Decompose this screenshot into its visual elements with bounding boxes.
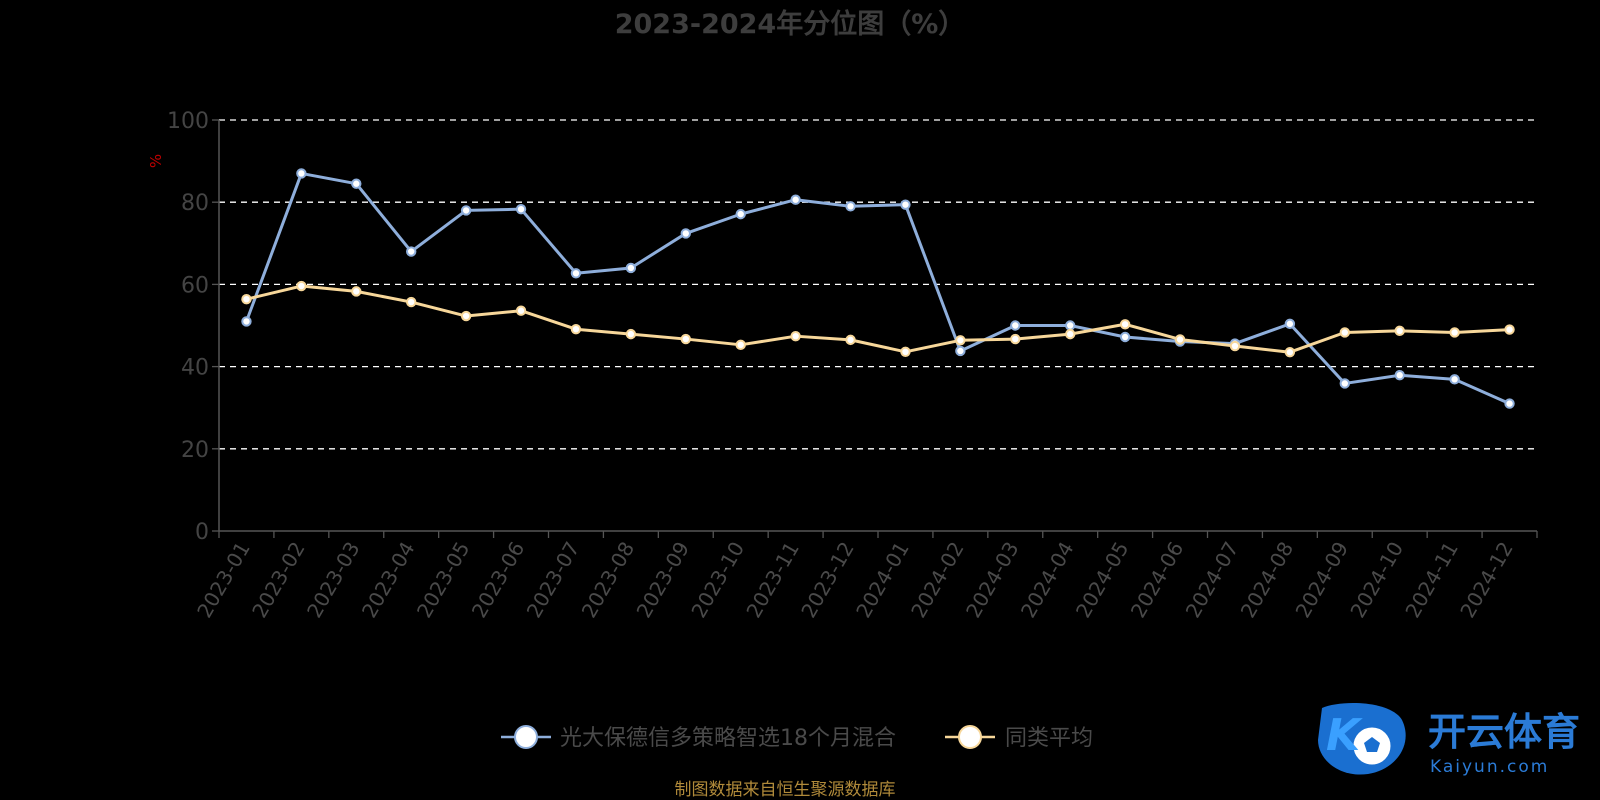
y-tick-label: 100 bbox=[167, 109, 209, 134]
data-point[interactable] bbox=[955, 345, 966, 357]
data-point[interactable] bbox=[625, 262, 637, 274]
x-tick-label: 2024-06 bbox=[1126, 538, 1189, 622]
data-point[interactable] bbox=[515, 203, 527, 215]
chart-title: 2023-2024年分位图（%） bbox=[615, 8, 966, 40]
x-tick-label: 2023-02 bbox=[247, 538, 310, 622]
data-point[interactable] bbox=[1065, 328, 1076, 340]
x-tick-label: 2024-01 bbox=[851, 538, 914, 622]
data-point[interactable] bbox=[1119, 331, 1131, 343]
axes: 0 20 40 60 80 100 2023-012023-022023-032023-04… bbox=[167, 109, 1538, 622]
data-point[interactable] bbox=[1010, 320, 1021, 331]
data-point[interactable] bbox=[1339, 327, 1350, 338]
data-point[interactable] bbox=[845, 201, 856, 212]
data-point[interactable] bbox=[1174, 334, 1186, 345]
x-tick-label: 2024-12 bbox=[1455, 538, 1518, 622]
data-point[interactable] bbox=[241, 293, 252, 305]
legend[interactable]: 光大保德信多策略智选18个月混合 同类平均 bbox=[501, 725, 1093, 751]
data-point[interactable] bbox=[1065, 320, 1076, 331]
data-point[interactable] bbox=[351, 178, 362, 189]
x-tick-label: 2023-11 bbox=[741, 538, 804, 622]
x-tick-label: 2023-01 bbox=[192, 538, 255, 622]
data-point[interactable] bbox=[296, 168, 307, 179]
x-tick-label: 2024-11 bbox=[1400, 538, 1463, 622]
data-point[interactable] bbox=[790, 194, 801, 205]
x-tick-label: 2024-05 bbox=[1071, 538, 1134, 622]
data-point[interactable] bbox=[351, 286, 362, 297]
x-tick-label: 2023-07 bbox=[522, 538, 585, 622]
grid-lines bbox=[219, 119, 1537, 450]
data-point[interactable] bbox=[735, 339, 746, 351]
x-tick-label: 2023-12 bbox=[796, 538, 859, 622]
data-point[interactable] bbox=[680, 228, 691, 239]
data-point[interactable] bbox=[1504, 324, 1515, 335]
data-point[interactable] bbox=[845, 334, 856, 346]
x-tick-label: 2024-07 bbox=[1181, 538, 1244, 622]
data-point[interactable] bbox=[1449, 327, 1460, 338]
x-tick-label: 2024-04 bbox=[1016, 538, 1079, 622]
watermark-brand: 开云体育 bbox=[1428, 710, 1580, 754]
data-point[interactable] bbox=[1119, 319, 1131, 330]
x-tick-label: 2023-09 bbox=[632, 538, 695, 622]
x-tick-label: 2024-10 bbox=[1345, 538, 1408, 622]
data-point[interactable] bbox=[460, 310, 472, 322]
data-source-note: 制图数据来自恒生聚源数据库 bbox=[675, 780, 896, 800]
legend-marker-icon bbox=[514, 725, 538, 749]
data-point[interactable] bbox=[900, 346, 911, 358]
y-tick-label: 40 bbox=[181, 356, 209, 381]
x-tick-label: 2023-10 bbox=[686, 538, 749, 622]
x-tick-label: 2023-03 bbox=[302, 538, 365, 622]
y-axis-label: % bbox=[147, 154, 165, 168]
data-point[interactable] bbox=[1449, 374, 1460, 385]
series-line-1 bbox=[246, 284, 1510, 354]
data-point[interactable] bbox=[680, 333, 691, 345]
data-point[interactable] bbox=[570, 323, 582, 335]
y-tick-label: 20 bbox=[181, 438, 209, 463]
data-point[interactable] bbox=[1339, 378, 1350, 389]
data-point[interactable] bbox=[625, 328, 637, 340]
data-point[interactable] bbox=[735, 208, 746, 220]
series-line-0 bbox=[245, 171, 1511, 405]
x-tick-label: 2023-06 bbox=[467, 538, 530, 622]
y-tick-label: 0 bbox=[195, 520, 209, 545]
svg-text:K: K bbox=[1326, 710, 1363, 761]
x-tick-label: 2023-05 bbox=[412, 538, 475, 622]
legend-label: 同类平均 bbox=[1005, 726, 1093, 751]
watermark-emblem-icon: K bbox=[1318, 703, 1406, 775]
data-point[interactable] bbox=[1010, 333, 1021, 345]
data-point[interactable] bbox=[1284, 347, 1296, 358]
data-point[interactable] bbox=[1284, 318, 1296, 330]
x-tick-label: 2023-04 bbox=[357, 538, 420, 622]
legend-label: 光大保德信多策略智选18个月混合 bbox=[560, 726, 896, 751]
data-point[interactable] bbox=[1394, 325, 1405, 337]
x-tick-label: 2024-03 bbox=[961, 538, 1024, 622]
watermark-url: Kaiyun.com bbox=[1430, 757, 1549, 777]
data-point[interactable] bbox=[900, 199, 911, 210]
data-point[interactable] bbox=[790, 330, 801, 342]
series-lines bbox=[241, 168, 1515, 409]
x-tick-label: 2024-09 bbox=[1291, 538, 1354, 622]
x-tick-label: 2024-02 bbox=[906, 538, 969, 622]
x-tick-label: 2024-08 bbox=[1236, 538, 1299, 622]
data-point[interactable] bbox=[570, 268, 582, 279]
data-point[interactable] bbox=[1394, 370, 1405, 381]
legend-item-0[interactable]: 光大保德信多策略智选18个月混合 bbox=[501, 725, 896, 751]
data-point[interactable] bbox=[1504, 398, 1515, 409]
data-point[interactable] bbox=[296, 280, 307, 292]
data-point[interactable] bbox=[955, 335, 966, 346]
x-tick-label: 2023-08 bbox=[577, 538, 640, 622]
data-point[interactable] bbox=[1229, 340, 1241, 352]
data-point[interactable] bbox=[515, 305, 527, 316]
data-point[interactable] bbox=[406, 246, 417, 257]
data-point[interactable] bbox=[406, 296, 417, 308]
data-point[interactable] bbox=[241, 316, 252, 327]
y-tick-label: 60 bbox=[181, 273, 209, 298]
data-point[interactable] bbox=[460, 205, 472, 216]
legend-item-1[interactable]: 同类平均 bbox=[945, 725, 1093, 751]
y-tick-label: 80 bbox=[181, 191, 209, 216]
watermark-logo: K 开云体育 Kaiyun.com bbox=[1318, 703, 1580, 777]
legend-marker-icon bbox=[958, 725, 982, 749]
